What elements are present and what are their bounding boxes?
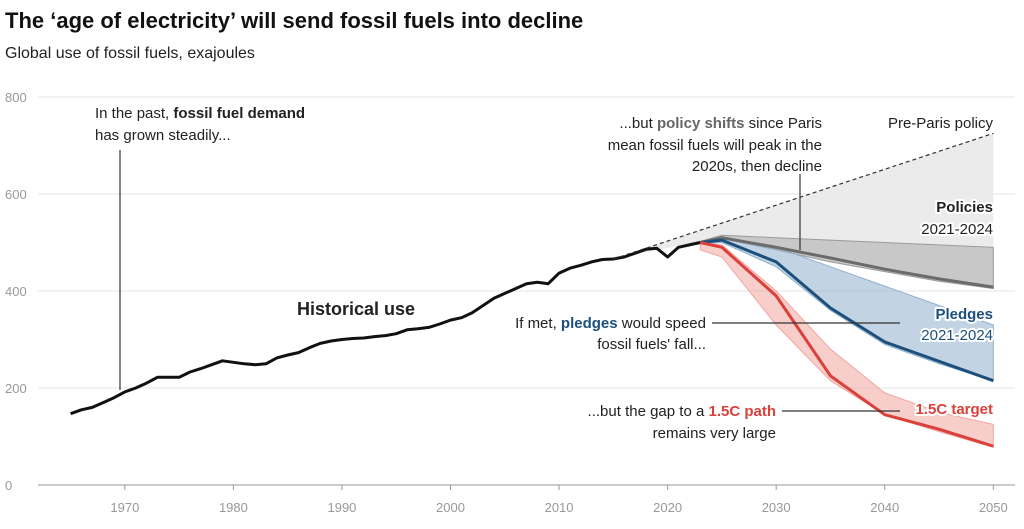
- x-tick-label: 2030: [762, 500, 791, 515]
- y-tick-label: 600: [5, 187, 27, 202]
- series-label: Pre-Paris policy: [888, 115, 994, 132]
- series-label: 2021-2024: [921, 221, 993, 238]
- series-line: [699, 241, 994, 448]
- x-tick-label: 2040: [870, 500, 899, 515]
- x-tick-label: 1990: [327, 500, 356, 515]
- annotation: has grown steadily...: [95, 127, 231, 144]
- series-label: Historical use: [297, 299, 415, 319]
- annotations: In the past, fossil fuel demand has grow…: [95, 105, 995, 442]
- chart-title: The ‘age of electricity’ will send fossi…: [5, 8, 583, 33]
- series-label: 1.5C target: [915, 401, 993, 418]
- annotation: If met, pledges would speed: [515, 315, 706, 332]
- y-tick-label: 400: [5, 284, 27, 299]
- annotation: 2020s, then decline: [692, 158, 822, 175]
- annotation: ...but the gap to a 1.5C path: [588, 403, 776, 420]
- x-tick-label: 2020: [653, 500, 682, 515]
- x-tick-label: 1980: [219, 500, 248, 515]
- x-tick-label: 2000: [436, 500, 465, 515]
- annotation: fossil fuels' fall...: [597, 336, 706, 353]
- series-line: [613, 132, 994, 260]
- plot-area: 0 200 400 600 800 1970 1980 1990 2000 2010 2020 203…: [5, 90, 1015, 515]
- annotation: ...but policy shifts since Paris: [619, 115, 822, 132]
- annotation: mean fossil fuels will peak in the: [608, 137, 822, 154]
- annotation: remains very large: [653, 425, 776, 442]
- annotation: In the past, fossil fuel demand: [95, 105, 305, 122]
- series-line: [70, 241, 701, 416]
- y-tick-label: 0: [5, 478, 12, 493]
- series-line: [700, 238, 994, 383]
- series-label: Policies: [936, 199, 993, 216]
- x-tick-label: 1970: [110, 500, 139, 515]
- y-tick-label: 800: [5, 90, 27, 105]
- x-tick-label: 2050: [979, 500, 1008, 515]
- series-label: 2021-2024: [921, 327, 993, 344]
- series-line: [699, 236, 994, 289]
- x-tick-label: 2010: [545, 500, 574, 515]
- series-label: Pledges: [935, 306, 993, 323]
- chart-subtitle: Global use of fossil fuels, exajoules: [5, 45, 255, 62]
- y-tick-label: 200: [5, 381, 27, 396]
